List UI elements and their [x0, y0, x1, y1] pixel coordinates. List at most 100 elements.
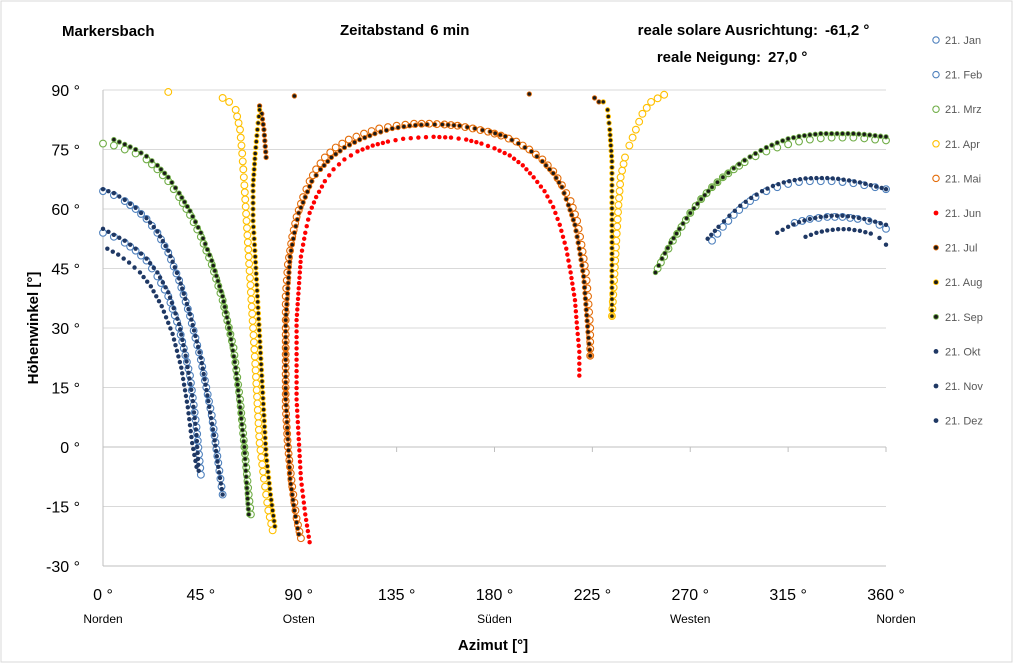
data-point	[286, 453, 292, 459]
data-point	[256, 327, 262, 333]
data-point	[283, 379, 289, 386]
data-point	[808, 232, 814, 237]
data-point	[365, 145, 370, 150]
data-point	[596, 99, 602, 105]
data-point	[182, 348, 187, 353]
data-point	[291, 502, 297, 508]
data-point	[295, 419, 301, 425]
data-point	[609, 307, 615, 314]
data-point	[346, 142, 353, 148]
data-point	[581, 273, 587, 280]
data-point	[787, 179, 792, 184]
data-point	[285, 275, 292, 281]
data-point	[752, 150, 759, 157]
data-point	[770, 183, 776, 189]
data-point	[559, 228, 564, 234]
data-point	[168, 254, 173, 259]
data-point	[283, 340, 289, 346]
data-point	[143, 153, 150, 159]
data-point	[877, 133, 884, 139]
data-point	[607, 132, 613, 138]
data-point	[609, 170, 615, 176]
data-point	[572, 298, 578, 303]
data-point	[582, 290, 588, 296]
data-point	[613, 222, 622, 231]
data-point	[577, 373, 582, 378]
x-tick-label: 180 °	[476, 587, 514, 604]
data-point	[355, 149, 360, 154]
data-point	[284, 419, 290, 425]
data-point	[244, 245, 253, 254]
data-point	[319, 184, 325, 189]
data-point	[164, 88, 173, 96]
data-point	[642, 103, 651, 112]
data-point	[933, 313, 939, 320]
data-point	[167, 295, 173, 300]
data-point	[298, 476, 304, 481]
data-point	[236, 393, 242, 399]
data-point	[264, 457, 270, 464]
data-point	[249, 324, 258, 332]
data-point	[331, 143, 340, 152]
data-point	[99, 139, 107, 148]
data-point	[867, 218, 872, 223]
data-point	[296, 531, 302, 537]
data-point	[293, 519, 300, 526]
data-point	[250, 345, 259, 354]
data-point	[286, 269, 292, 276]
series-21-feb	[99, 177, 890, 499]
data-point	[251, 230, 257, 236]
data-point	[400, 136, 406, 141]
data-point	[431, 134, 436, 140]
data-point	[155, 229, 160, 234]
data-point	[267, 491, 274, 498]
legend-label: 21. Jan	[945, 35, 981, 47]
data-point	[635, 117, 644, 126]
data-point	[285, 436, 291, 442]
data-point	[607, 137, 614, 143]
data-point	[290, 236, 296, 242]
data-point	[263, 446, 269, 452]
data-point	[251, 166, 257, 172]
data-point	[609, 234, 615, 240]
data-point	[877, 235, 882, 241]
data-point	[802, 218, 807, 223]
data-point	[294, 329, 299, 334]
data-point	[485, 143, 491, 149]
legend-item: 21. Sep	[933, 312, 983, 324]
data-point	[553, 175, 559, 181]
data-point	[236, 399, 243, 405]
data-point	[218, 481, 224, 486]
data-point	[242, 462, 249, 468]
data-point	[694, 201, 701, 207]
direction-label: Westen	[670, 612, 710, 626]
data-point	[564, 246, 569, 251]
data-point	[297, 453, 302, 459]
data-point	[591, 95, 598, 101]
data-point	[250, 352, 259, 361]
data-point	[474, 140, 479, 145]
data-point	[250, 182, 256, 188]
data-point	[151, 265, 156, 271]
data-point	[155, 270, 160, 275]
data-point	[225, 320, 231, 326]
data-point	[660, 90, 669, 99]
data-point	[188, 381, 193, 387]
data-point	[300, 242, 306, 247]
data-point	[109, 141, 118, 150]
data-point	[348, 153, 354, 158]
data-point	[574, 314, 579, 320]
data-point	[251, 366, 260, 375]
data-point	[264, 463, 271, 469]
data-point	[304, 189, 311, 195]
data-point	[584, 318, 590, 324]
data-point	[253, 399, 262, 408]
data-point	[830, 176, 835, 181]
data-point	[253, 406, 262, 414]
data-point	[294, 357, 299, 362]
data-point	[616, 180, 625, 189]
data-point	[239, 421, 245, 427]
data-point	[262, 435, 268, 441]
